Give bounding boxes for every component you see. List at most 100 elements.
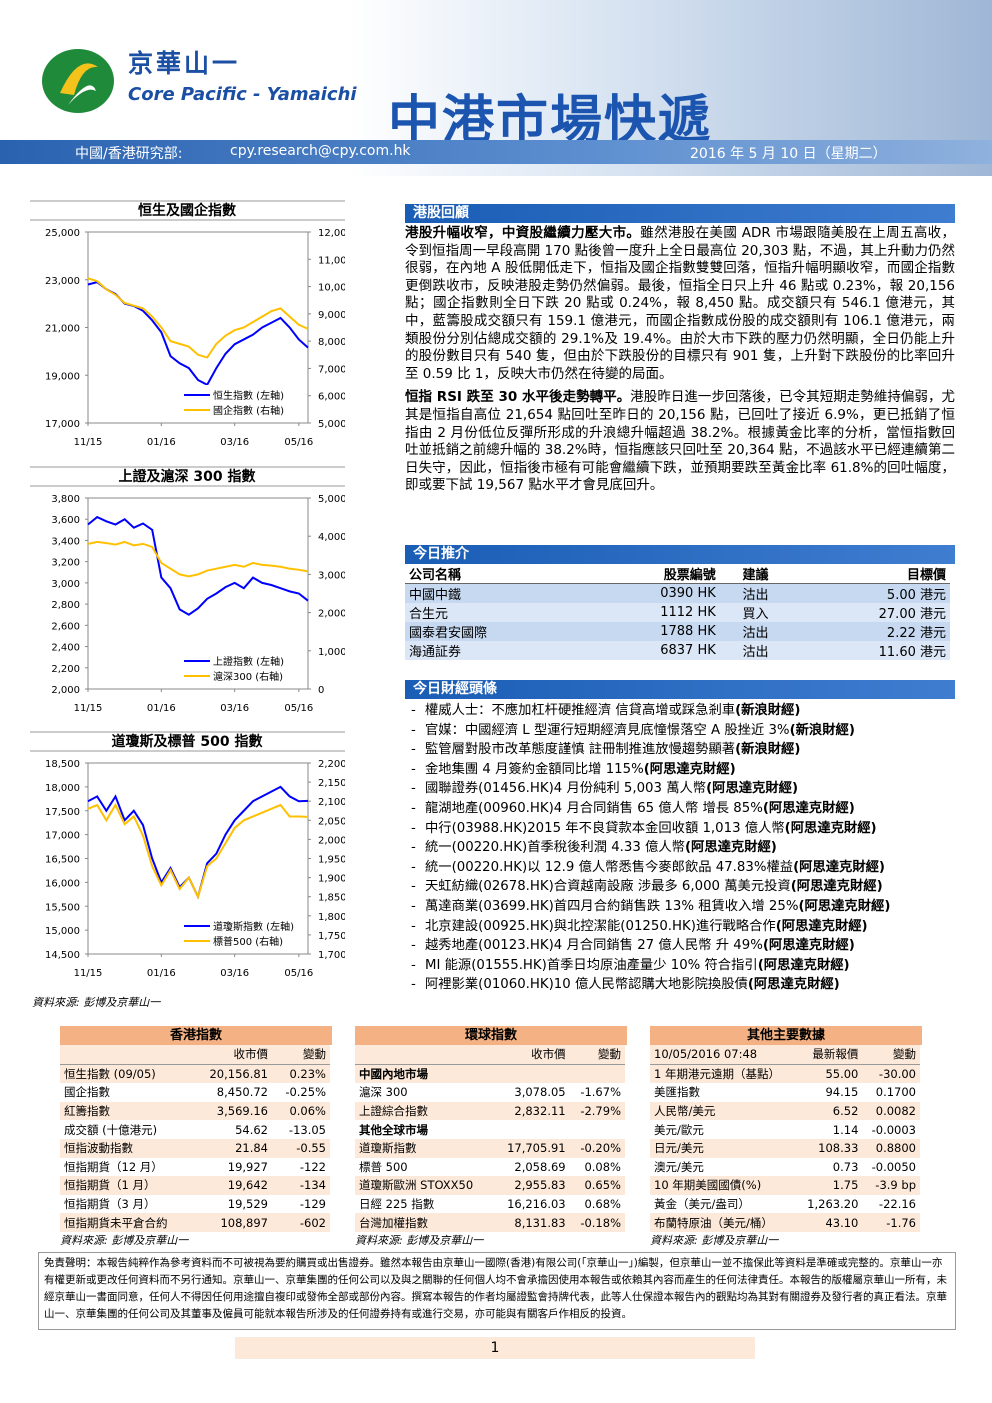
header-cell: 變動: [893, 1047, 916, 1062]
row-value: 3,569.16: [216, 1104, 268, 1119]
x-tick-label: 03/16: [220, 968, 249, 979]
x-tick-label: 01/16: [147, 437, 176, 448]
news-text: 權威人士：不應加杠杆硬推經濟 信貸高增或踩急剎車: [425, 703, 736, 718]
row-value: 2,832.11: [514, 1104, 566, 1119]
row-value: 0.65%: [584, 1178, 621, 1193]
legend: [180, 385, 304, 419]
market-table: 香港指數 收市價 變動 恒生指數 (09/05) 20,156.81 0.23% 國企指數 8…: [60, 1026, 332, 1248]
table-row: 道瓊斯歐洲 STOXX50 2,955.83 0.65%: [355, 1176, 625, 1195]
y2-tick-label: 1,700: [318, 950, 345, 961]
table-row: 台灣加權指數 8,131.83 -0.18%: [355, 1213, 625, 1232]
table-row: 紅籌指數 3,569.16 0.06%: [60, 1101, 330, 1121]
row-value: -13.05: [288, 1122, 326, 1137]
row-value: -0.20%: [580, 1141, 621, 1156]
row-label: 紅籌指數: [64, 1104, 110, 1119]
row-value: 54.62: [235, 1122, 268, 1137]
table-row: 1 年期港元遠期（基點） 55.00 -30.00: [650, 1064, 920, 1084]
paragraph-lead: 恒指 RSI 跌至 30 水平後走勢轉平。: [405, 389, 631, 406]
logo: [42, 49, 114, 113]
news-text: 統一(00220.HK)首季稅後利潤 4.33 億人幣: [425, 840, 685, 856]
row-label: 黃金（美元/盎司）: [654, 1197, 750, 1212]
header-cell: 變動: [303, 1047, 326, 1062]
row-label: 恒指期貨（1 月）: [64, 1178, 156, 1193]
table: 10/05/2016 07:48 最新報價 變動 1 年期港元遠期（基點） 55.00 -…: [650, 1045, 920, 1232]
legend-label: 道瓊斯指數 (左軸): [213, 920, 294, 933]
row-label: 台灣加權指數: [359, 1215, 428, 1230]
news-text: 越秀地產(00123.HK)4 月合同銷售 27 億人民幣 升 49%: [425, 938, 763, 954]
y2-tick-label: 10,000: [318, 283, 345, 294]
series-line: [87, 540, 309, 578]
series-line: [87, 802, 309, 900]
news-source: (阿思達克財經): [762, 800, 855, 816]
y-tick-label: 17,000: [45, 419, 80, 430]
date: 2016 年 5 月 10 日（星期二）: [690, 146, 887, 162]
row-value: 2,058.69: [514, 1159, 566, 1174]
news-item: - 阿裡影業(01060.HK)10 億人民幣認購大地影院換股債(阿思達克財經): [411, 975, 955, 995]
x-tick-label: 01/16: [147, 703, 176, 714]
bullet: -: [411, 742, 416, 758]
news-source: (阿思達克財經): [757, 957, 850, 973]
rec-cell: 國泰君安國際: [409, 626, 488, 641]
news-source: (阿思達克財經): [775, 918, 868, 934]
row-value: 0.06%: [289, 1104, 326, 1119]
y-tick-label: 21,000: [45, 324, 80, 335]
row-value: -22.16: [878, 1197, 916, 1212]
bullet: -: [411, 898, 416, 914]
bullet: -: [411, 840, 416, 856]
x-tick-label: 01/16: [147, 968, 176, 979]
table-row: 日元/美元 108.33 0.8800: [650, 1138, 920, 1158]
row-label: 標普 500: [359, 1159, 408, 1174]
review: 港股回顧 港股升幅收窄，中資股繼續力壓大市。雖然港股在美國 ADR 市場跟隨美股…: [405, 204, 955, 501]
news-source: (新浪財經): [735, 742, 801, 758]
paragraph: 港股升幅收窄，中資股繼續力壓大市。雖然港股在美國 ADR 市場跟隨美股在上周五高…: [405, 225, 955, 383]
paragraphs: 港股升幅收窄，中資股繼續力壓大市。雖然港股在美國 ADR 市場跟隨美股在上周五高…: [405, 225, 955, 495]
bullet: -: [411, 957, 416, 973]
row-label: 國企指數: [64, 1085, 110, 1100]
table-row: 道瓊斯指數 17,705.91 -0.20%: [355, 1138, 625, 1158]
row-value: -0.0050: [871, 1159, 916, 1174]
news-item: - 統一(00220.HK)首季稅後利潤 4.33 億人幣(阿思達克財經): [411, 838, 955, 858]
rec-row: 中國中鐵 0390 HK 沽出 5.00 港元: [405, 583, 950, 603]
department: 中國/香港研究部:: [75, 146, 183, 162]
company-en: Core Pacific - Yamaichi: [128, 84, 357, 105]
chart: 恒生及國企指數 17,000 19,000 21,000 23,000 25,000 5,0…: [30, 200, 345, 448]
news-source: (阿思達克財經): [790, 879, 883, 895]
table-row: 日經 225 指數 16,216.03 0.68%: [355, 1194, 625, 1214]
rec-cell: 中國中鐵: [409, 588, 462, 603]
news-source: (阿思達克財經): [684, 840, 777, 856]
row-value: 2,955.83: [514, 1178, 566, 1193]
rec-cell: 沽出: [742, 645, 769, 660]
y-tick-label: 2,800: [51, 600, 80, 611]
y2-tick-label: 8,000: [318, 337, 345, 348]
rec-cell: 海通証券: [409, 645, 462, 660]
news-text: 國聯證券(01456.HK)4 月份純利 5,003 萬人幣: [425, 781, 707, 797]
news-source: (阿思達克財經): [643, 761, 736, 777]
news-item: - 金地集團 4 月簽約金額同比增 115%(阿思達克財經): [411, 760, 955, 780]
series-line: [87, 277, 309, 359]
table-row: 恒生指數 (09/05) 20,156.81 0.23%: [60, 1064, 330, 1084]
table-row: 中國內地市場: [355, 1064, 625, 1084]
table-row: 恒指期貨（1 月） 19,642 -134: [60, 1176, 330, 1195]
y2-tick-label: 3,000: [318, 570, 345, 581]
row-label: 上證綜合指數: [359, 1104, 428, 1119]
row-value: -2.79%: [580, 1104, 621, 1119]
table-row: 黃金（美元/盎司） 1,263.20 -22.16: [650, 1194, 920, 1214]
row-label: 滬深 300: [359, 1085, 408, 1100]
chart: 道瓊斯及標普 500 指數 14,500 15,000 15,500 16,000 16,…: [30, 731, 345, 979]
row-label: 美元/歐元: [654, 1122, 704, 1137]
table-row: 成交額 (十億港元) 54.62 -13.05: [60, 1120, 330, 1139]
chart-title: 上證及滬深 300 指數: [119, 468, 256, 485]
page-number: 1: [235, 1337, 755, 1359]
header-cell: 收市價: [531, 1047, 566, 1062]
rec-cell: 0390 HK: [660, 586, 716, 601]
row-value: 19,529: [227, 1197, 268, 1212]
news-text: 中行(03988.HK)2015 年不良貸款本金回收額 1,013 億人幣: [425, 820, 785, 836]
row-value: 0.23%: [289, 1066, 326, 1081]
news-item: - 監管層對股市改革態度謹慎 註冊制推進放慢趨勢顯著(新浪財經): [411, 740, 955, 760]
rec-cell: 1788 HK: [660, 624, 716, 639]
y-tick-label: 3,400: [51, 536, 80, 547]
news-text: 監管層對股市改革態度謹慎 註冊制推進放慢趨勢顯著: [425, 742, 736, 758]
bullet: -: [411, 938, 416, 954]
news-text: MI 能源(01555.HK)首季日均原油產量少 10% 符合指引: [425, 957, 758, 973]
market-table: 其他主要數據 10/05/2016 07:48 最新報價 變動 1 年期港元遠期（基點）…: [650, 1026, 922, 1248]
